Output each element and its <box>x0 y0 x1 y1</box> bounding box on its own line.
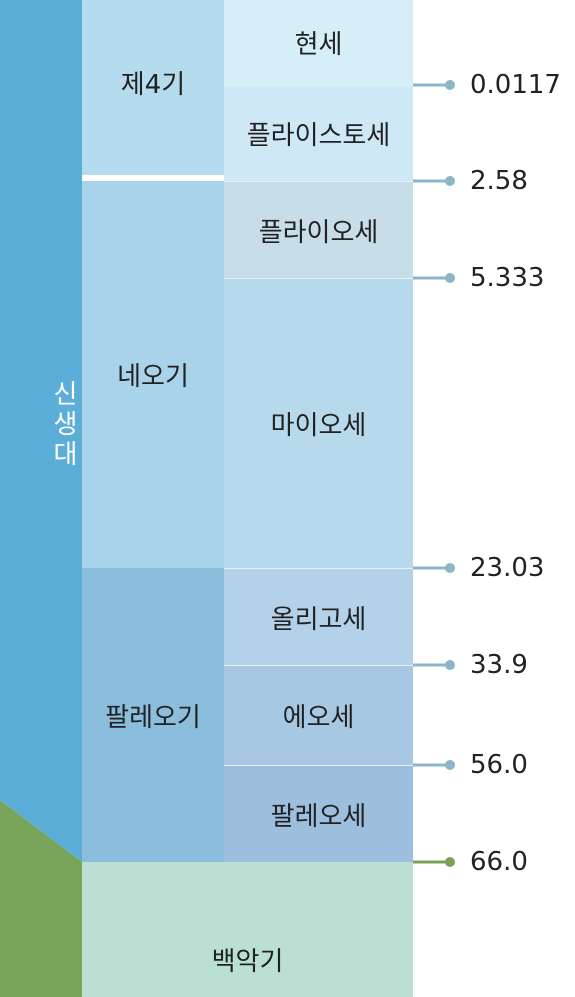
boundary-label: 56.0 <box>470 750 528 780</box>
epoch: 에오세 <box>224 665 413 765</box>
boundary-label: 2.58 <box>470 166 528 196</box>
boundary-dot <box>445 176 455 186</box>
epoch: 올리고세 <box>224 568 413 665</box>
epoch: 팔레오세 <box>224 765 413 862</box>
boundary-label: 23.03 <box>470 553 545 583</box>
boundary-dot <box>445 760 455 770</box>
mesozoic-band <box>0 800 82 997</box>
epoch: 마이오세 <box>224 278 413 568</box>
era-band <box>0 0 82 862</box>
cretaceous-label: 백악기 <box>211 947 284 977</box>
period: 제4기 <box>82 0 224 175</box>
epoch: 플라이스토세 <box>224 85 413 181</box>
boundary-dot <box>445 660 455 670</box>
cretaceous-band <box>82 862 413 997</box>
period: 네오기 <box>82 181 224 568</box>
boundary-dot <box>445 273 455 283</box>
boundary-label: 33.9 <box>470 650 528 680</box>
period: 팔레오기 <box>82 568 224 862</box>
boundary-label: 66.0 <box>470 847 528 877</box>
era-label: 신생대 <box>48 380 78 470</box>
boundary-dot <box>445 857 455 867</box>
boundary-dot <box>445 80 455 90</box>
boundary-dot <box>445 563 455 573</box>
epoch: 플라이오세 <box>224 181 413 278</box>
boundary-label: 5.333 <box>470 263 545 293</box>
boundary-label: 0.0117 <box>470 70 561 100</box>
epoch: 현세 <box>224 0 413 85</box>
